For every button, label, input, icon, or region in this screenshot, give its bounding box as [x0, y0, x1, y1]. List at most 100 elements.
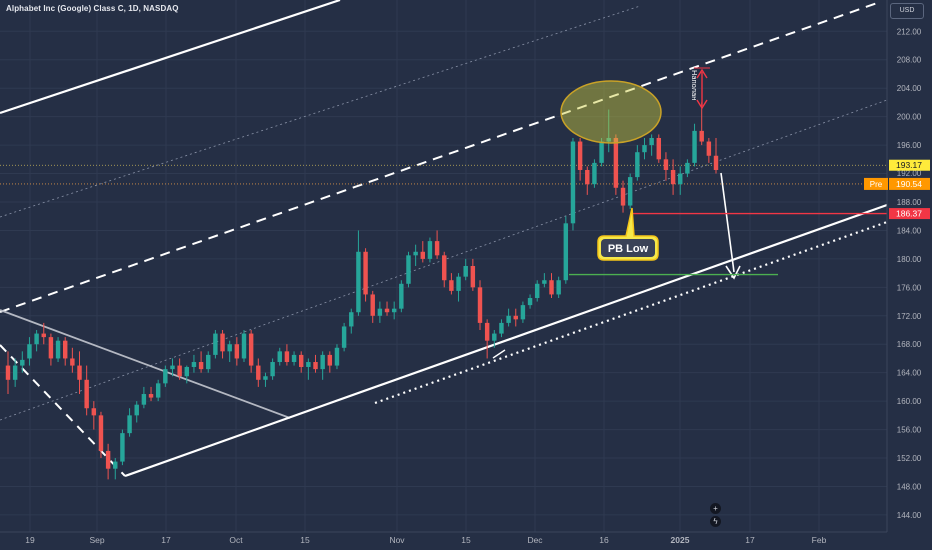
candle-body: [191, 362, 197, 367]
pre-price-text: 190.54: [896, 179, 922, 189]
candle-body: [248, 333, 254, 366]
hidden-price-text: 192.00: [897, 169, 922, 178]
candle-body: [399, 283, 404, 309]
x-tick-label: 16: [599, 535, 609, 545]
candle-body: [91, 408, 97, 416]
x-tick-label: 15: [300, 535, 310, 545]
candle-body: [363, 251, 368, 295]
candle: [585, 166, 590, 195]
resistance-price-label: 186.37: [889, 208, 930, 220]
candle: [570, 137, 576, 231]
candle-body: [406, 255, 411, 284]
candle-body: [234, 344, 240, 359]
y-tick-label: 144.00: [897, 511, 922, 520]
candle: [20, 351, 25, 373]
x-tick-label: Oct: [229, 535, 243, 545]
candle: [549, 273, 554, 299]
candle-body: [713, 155, 719, 170]
candle-body: [198, 362, 204, 370]
candle: [277, 347, 282, 366]
candle: [635, 145, 640, 181]
candle-body: [370, 294, 375, 316]
candle-body: [456, 276, 461, 291]
candle: [420, 241, 426, 263]
candle-body: [663, 159, 669, 170]
candle-body: [62, 340, 68, 359]
candle-body: [613, 137, 619, 188]
candle-body: [534, 283, 540, 299]
price-axis[interactable]: [887, 0, 932, 550]
y-tick-label: 196.00: [897, 141, 922, 150]
candle: [27, 337, 32, 366]
candle: [592, 159, 597, 188]
pb-low-callout: PB Low: [597, 207, 659, 261]
pb-low-label: PB Low: [608, 243, 649, 255]
candle: [484, 319, 490, 359]
candle-body: [184, 366, 190, 377]
candle: [534, 280, 540, 302]
candle-body: [520, 305, 526, 320]
candle: [155, 379, 161, 402]
candle: [470, 258, 476, 291]
candle: [442, 251, 447, 288]
candle-body: [263, 376, 268, 380]
projection-arrow-line: [720, 172, 735, 273]
highlight-ellipse: [560, 80, 662, 144]
candle: [327, 351, 333, 373]
y-tick-label: 172.00: [897, 312, 922, 321]
candle-body: [556, 280, 561, 295]
y-tick-label: 148.00: [897, 482, 922, 491]
candle-body: [349, 312, 354, 327]
candle-body: [213, 333, 218, 355]
lightning-icon[interactable]: ϟ: [710, 516, 721, 527]
candle-body: [377, 308, 383, 316]
candle: [34, 330, 39, 352]
candle-body: [449, 280, 454, 291]
currency-button[interactable]: USD: [890, 3, 924, 19]
time-axis-ticks[interactable]: 19 Sep 17 Oct 15 Nov 15 Dec 16 2025 17 Feb: [25, 535, 826, 545]
upper-channel-line: [0, 0, 341, 115]
candle: [363, 248, 368, 302]
candle-body: [692, 130, 697, 163]
candle: [241, 330, 247, 363]
candle-body: [470, 266, 476, 288]
candle: [270, 358, 275, 380]
candle-body: [413, 251, 418, 256]
resistance-price-text: 186.37: [896, 209, 922, 219]
candle-body: [41, 333, 46, 338]
y-tick-label: 188.00: [897, 198, 922, 207]
candle-body: [706, 141, 712, 156]
candle-body: [620, 187, 626, 206]
candle: [198, 351, 204, 373]
candle: [206, 351, 211, 373]
candle-body: [256, 365, 261, 380]
last-price-label: 192.00 193.17: [889, 159, 930, 179]
candle: [513, 308, 518, 327]
candle: [105, 443, 111, 480]
candlestick-series: [5, 102, 719, 480]
candle-body: [34, 333, 39, 345]
candle-body: [685, 162, 690, 174]
x-tick-label: Feb: [812, 535, 827, 545]
y-tick-label: 212.00: [897, 27, 922, 36]
candle: [120, 429, 125, 466]
candle-body: [434, 241, 440, 256]
candle: [320, 351, 325, 380]
candle: [463, 258, 468, 281]
dotted-mid-line-1: [0, 5, 641, 218]
candle: [706, 137, 712, 163]
candle: [384, 301, 390, 316]
candle: [341, 322, 347, 352]
candle: [48, 333, 54, 366]
x-tick-label: 17: [745, 535, 755, 545]
candle-body: [48, 337, 54, 359]
candle-body: [420, 251, 426, 259]
projection-arrow-head: [725, 265, 741, 280]
plus-icon[interactable]: +: [710, 503, 721, 514]
candle-body: [384, 308, 390, 313]
main-support-trendline: [124, 203, 888, 478]
candle-body: [563, 223, 569, 281]
candle-body: [477, 287, 483, 323]
candle: [713, 137, 719, 174]
